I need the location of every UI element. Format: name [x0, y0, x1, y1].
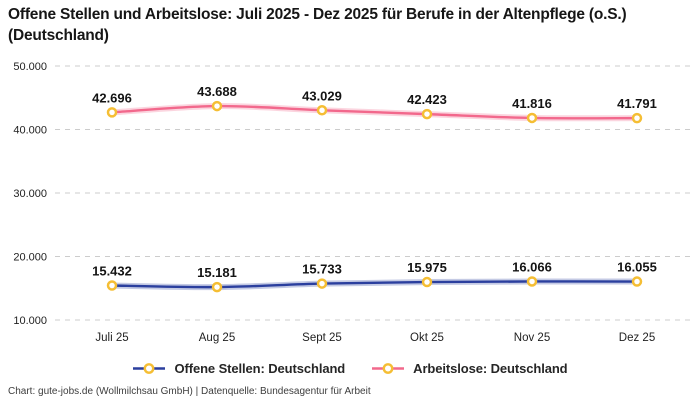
data-point-label: 42.423: [407, 92, 447, 107]
x-axis-tick-label: Aug 25: [199, 332, 235, 344]
chart-title: Offene Stellen und Arbeitslose: Juli 202…: [8, 6, 627, 44]
data-point-label: 43.688: [197, 84, 237, 99]
data-point-label: 41.791: [617, 96, 657, 111]
legend-swatch-offene-stellen-icon: [133, 362, 166, 374]
data-point-marker: [421, 276, 433, 288]
data-point-label: 42.696: [92, 90, 132, 105]
data-point-label: 16.066: [512, 259, 552, 274]
data-point-marker: [421, 108, 433, 120]
legend-label-arbeitslose: Arbeitslose: Deutschland: [413, 360, 568, 376]
data-point-label: 41.816: [512, 96, 552, 111]
data-point-marker: [316, 278, 328, 289]
legend-label-offene-stellen: Offene Stellen: Deutschland: [174, 360, 346, 376]
data-point-label: 15.733: [302, 262, 342, 277]
y-axis-tick-label: 40.000: [13, 125, 47, 137]
data-point-marker: [106, 107, 118, 118]
data-point-label: 16.055: [617, 260, 657, 275]
chart-source-note: Chart: gute-jobs.de (Wollmilchsau GmbH) …: [8, 386, 371, 397]
legend-item-arbeitslose[interactable]: Arbeitslose: Deutschland: [371, 360, 568, 376]
data-point-marker: [211, 100, 223, 112]
legend: Offene Stellen: Deutschland Arbeitslose:…: [0, 356, 700, 380]
x-axis-tick-label: Juli 25: [95, 332, 128, 344]
data-point-marker: [526, 112, 538, 124]
x-axis-tick-label: Sept 25: [302, 332, 342, 344]
data-point-marker: [211, 281, 223, 293]
data-point-marker: [631, 276, 643, 287]
y-axis-tick-label: 20.000: [13, 252, 47, 264]
series-line-offene-stellen: [110, 280, 639, 289]
x-axis-tick-label: Dez 25: [619, 332, 655, 344]
data-point-label: 15.181: [197, 265, 237, 280]
y-axis-tick-label: 30.000: [13, 188, 47, 200]
x-axis-tick-label: Okt 25: [410, 332, 444, 344]
y-axis-tick-label: 10.000: [13, 315, 47, 327]
data-point-label: 15.975: [407, 260, 447, 275]
x-axis-tick-label: Nov 25: [514, 332, 550, 344]
legend-item-offene-stellen[interactable]: Offene Stellen: Deutschland: [132, 361, 345, 376]
data-point-label: 43.029: [302, 88, 342, 103]
data-point-marker: [106, 280, 118, 291]
data-point-marker: [526, 276, 538, 287]
data-point-marker: [631, 112, 643, 124]
series-line-arbeitslose: [110, 104, 639, 120]
y-axis-tick-label: 50.000: [13, 61, 47, 73]
data-point-marker: [316, 105, 328, 116]
data-point-label: 15.432: [92, 264, 132, 279]
legend-swatch-arbeitslose-icon: [372, 362, 405, 374]
